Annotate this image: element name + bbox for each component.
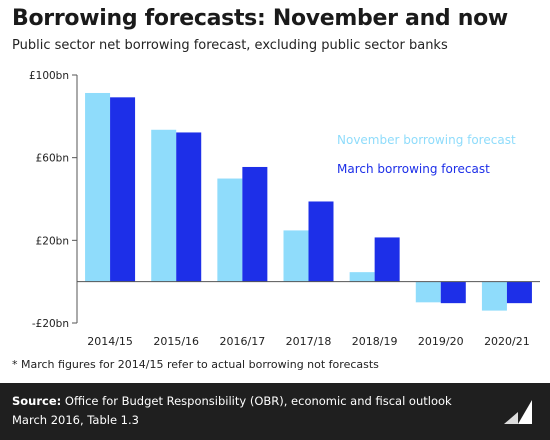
y-tick-label: £60bn [36,153,69,165]
bar-march [374,237,400,282]
bar-march [440,281,466,304]
y-tick-label: -£20bn [32,318,69,330]
x-tick-label: 2020/21 [484,335,530,348]
chart-subtitle: Public sector net borrowing forecast, ex… [12,38,448,53]
full-fact-logo-icon [504,400,532,424]
bar-chart: £100bn£60bn£20bn-£20bn 2014/15 2015/16 201… [29,70,540,348]
y-axis: £100bn £60bn £20bn -£20bn [29,70,78,330]
bar-march [110,97,136,282]
bar-march [242,166,268,282]
x-tick-label: 2015/16 [153,335,199,348]
bar-november [481,281,507,311]
source-label: Source: [12,394,62,408]
bar-november [283,230,309,282]
bar-march [506,281,532,304]
bar-november [217,178,243,282]
x-tick-label: 2016/17 [220,335,266,348]
bar-november [415,281,441,303]
bar-november [349,272,375,282]
x-tick-label: 2017/18 [286,335,332,348]
x-tick-label: 2018/19 [352,335,398,348]
bar-march [176,132,202,282]
footnote: * March figures for 2014/15 refer to act… [12,358,379,371]
chart-title: Borrowing forecasts: November and now [12,6,508,31]
x-tick-label: 2014/15 [87,335,133,348]
y-tick-label: £100bn [29,70,69,82]
bar-november [85,92,111,282]
bar-november [151,129,177,282]
bar-march [308,201,334,282]
y-tick-label: £20bn [36,235,69,247]
legend-march: March borrowing forecast [337,162,490,176]
bars [85,92,532,311]
source-note: Source: Office for Budget Responsibility… [12,392,482,430]
source-text: Office for Budget Responsibility (OBR), … [12,394,452,427]
legend: November borrowing forecast March borrowi… [337,133,516,176]
legend-november: November borrowing forecast [337,133,516,147]
x-tick-label: 2019/20 [418,335,464,348]
x-axis: 2014/15 2015/16 2016/17 2017/18 2018/19 2019/… [77,281,540,348]
footer: Source: Office for Budget Responsibility… [0,383,550,440]
